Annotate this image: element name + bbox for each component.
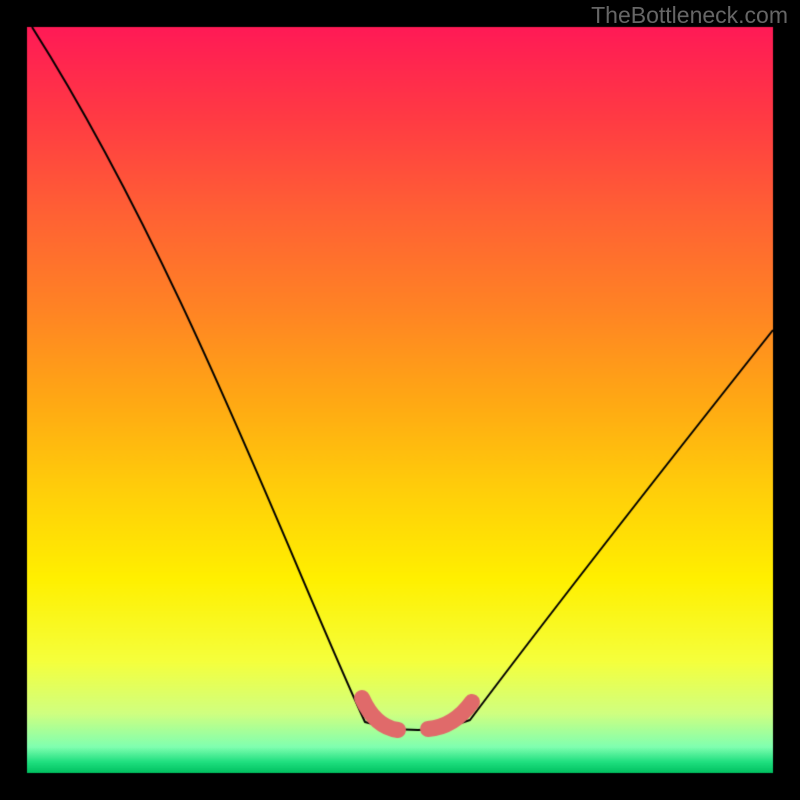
attribution-text: TheBottleneck.com (591, 2, 788, 29)
bottleneck-curve-chart (0, 0, 800, 800)
